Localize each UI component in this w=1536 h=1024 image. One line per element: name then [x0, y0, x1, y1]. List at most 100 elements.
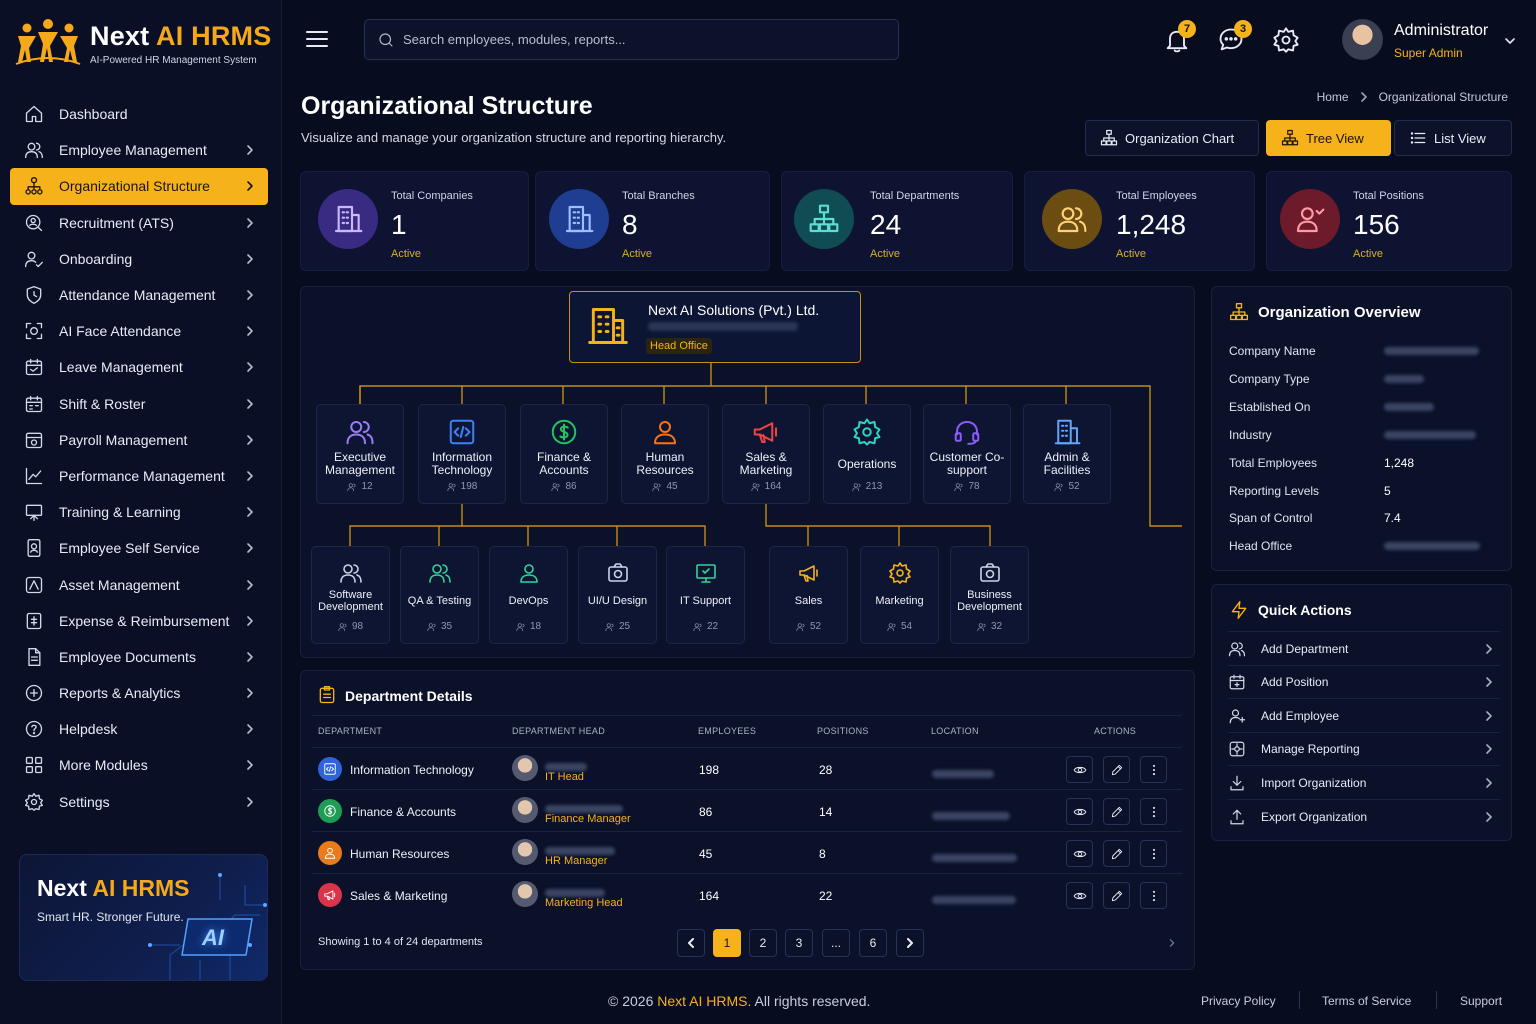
support-link[interactable]: Support	[1460, 994, 1503, 1008]
sidebar-item-performance-management[interactable]: Performance Management	[10, 458, 268, 494]
department-name[interactable]: Sales & Marketing	[350, 889, 448, 903]
sidebar-item-employee-self-service[interactable]: Employee Self Service	[10, 530, 268, 566]
stat-card-companies[interactable]: Total Companies 1 Active	[300, 171, 529, 271]
column-header-location[interactable]: LOCATION	[931, 726, 979, 736]
edit-button[interactable]	[1103, 840, 1130, 867]
table-row[interactable]: Human Resources HR Manager 45 8	[312, 831, 1182, 873]
prev-page-button[interactable]	[677, 929, 705, 957]
sidebar-item-dashboard[interactable]: Dashboard	[10, 96, 268, 132]
sidebar-item-reports-analytics[interactable]: Reports & Analytics	[10, 675, 268, 711]
page-button[interactable]: 1	[713, 929, 741, 957]
more-options-button[interactable]	[1140, 882, 1167, 909]
department-node[interactable]: Operations 213	[823, 404, 911, 504]
view-button[interactable]	[1066, 756, 1093, 783]
page-button[interactable]: 2	[749, 929, 777, 957]
sidebar-item-leave-management[interactable]: Leave Management	[10, 349, 268, 385]
chevron-right-icon[interactable]	[1168, 939, 1176, 947]
table-row[interactable]: Finance & Accounts Finance Manager 86 14	[312, 789, 1182, 831]
tree-view-button[interactable]: Tree View	[1266, 120, 1391, 156]
department-node[interactable]: Human Resources 45	[621, 404, 709, 504]
brand-logo[interactable]: Next AI HRMS AI-Powered HR Management Sy…	[14, 18, 271, 68]
column-header-department[interactable]: DEPARTMENT	[318, 726, 383, 736]
sidebar-item-shift-roster[interactable]: Shift & Roster	[10, 386, 268, 422]
sidebar-item-onboarding[interactable]: Onboarding	[10, 241, 268, 277]
sub-department-node[interactable]: Software Development 98	[311, 546, 390, 644]
page-button[interactable]: 6	[859, 929, 887, 957]
edit-button[interactable]	[1103, 756, 1130, 783]
bell-icon[interactable]	[1163, 26, 1191, 54]
sub-department-node[interactable]: UI/U Design 25	[578, 546, 657, 644]
quick-action-export-organization[interactable]: Export Organization	[1228, 799, 1500, 833]
department-node[interactable]: Sales & Marketing 164	[722, 404, 810, 504]
column-header-employees[interactable]: EMPLOYEES	[698, 726, 757, 736]
quick-action-add-department[interactable]: Add Department	[1228, 631, 1500, 665]
sidebar-item-recruitment[interactable]: Recruitment (ATS)	[10, 205, 268, 241]
terms-of-service-link[interactable]: Terms of Service	[1322, 994, 1412, 1008]
search-bar[interactable]	[364, 19, 899, 60]
stat-card-employees[interactable]: Total Employees 1,248 Active	[1024, 171, 1255, 271]
quick-action-add-employee[interactable]: Add Employee	[1228, 698, 1500, 732]
sidebar-item-training-learning[interactable]: Training & Learning	[10, 494, 268, 530]
table-row[interactable]: Information Technology IT Head 198 28	[312, 747, 1182, 789]
sub-department-node[interactable]: QA & Testing 35	[400, 546, 479, 644]
department-name[interactable]: Finance & Accounts	[350, 805, 457, 819]
view-button[interactable]	[1066, 840, 1093, 867]
sidebar-item-ai-face-attendance[interactable]: AI Face Attendance	[10, 313, 268, 349]
overview-label: Industry	[1229, 427, 1272, 442]
view-button[interactable]	[1066, 882, 1093, 909]
chevron-down-icon[interactable]	[1503, 34, 1517, 48]
sidebar-item-settings[interactable]: Settings	[10, 784, 268, 820]
more-options-button[interactable]	[1140, 840, 1167, 867]
stat-card-branches[interactable]: Total Branches 8 Active	[535, 171, 770, 271]
more-options-button[interactable]	[1140, 756, 1167, 783]
more-options-button[interactable]	[1140, 798, 1167, 825]
sidebar-item-asset-management[interactable]: Asset Management	[10, 566, 268, 602]
edit-button[interactable]	[1103, 798, 1130, 825]
quick-action-label: Export Organization	[1261, 809, 1368, 824]
department-node[interactable]: Customer Co-support 78	[923, 404, 1011, 504]
sidebar-item-employee-management[interactable]: Employee Management	[10, 132, 268, 168]
page-button[interactable]: 3	[785, 929, 813, 957]
sidebar-item-employee-documents[interactable]: Employee Documents	[10, 639, 268, 675]
table-row[interactable]: Sales & Marketing Marketing Head 164 22	[312, 873, 1182, 915]
settings-icon[interactable]	[1272, 26, 1300, 54]
column-header-positions[interactable]: POSITIONS	[817, 726, 869, 736]
sidebar-item-payroll-management[interactable]: Payroll Management	[10, 422, 268, 458]
stat-card-positions[interactable]: Total Positions 156 Active	[1266, 171, 1512, 271]
quick-action-import-organization[interactable]: Import Organization	[1228, 765, 1500, 799]
quick-action-add-position[interactable]: Add Position	[1228, 664, 1500, 699]
sidebar-item-expense-reimbursement[interactable]: Expense & Reimbursement	[10, 603, 268, 639]
organization-chart-view-button[interactable]: Organization Chart	[1085, 120, 1259, 156]
sidebar-item-helpdesk[interactable]: Helpdesk	[10, 711, 268, 747]
view-button[interactable]	[1066, 798, 1093, 825]
org-root-node[interactable]: Next AI Solutions (Pvt.) Ltd. Head Offic…	[569, 291, 861, 363]
menu-icon[interactable]	[306, 30, 328, 48]
sidebar-item-attendance-management[interactable]: Attendance Management	[10, 277, 268, 313]
department-node[interactable]: Executive Management 12	[316, 404, 404, 504]
avatar[interactable]	[1342, 19, 1383, 60]
department-count-value: 198	[460, 481, 478, 492]
search-input[interactable]	[403, 32, 873, 47]
department-node[interactable]: Information Technology 198	[418, 404, 506, 504]
department-name[interactable]: Human Resources	[350, 847, 450, 861]
sub-department-node[interactable]: Business Development 32	[950, 546, 1029, 644]
sub-department-node[interactable]: Marketing 54	[860, 546, 939, 644]
breadcrumb-home[interactable]: Home	[1316, 90, 1349, 104]
column-header-head[interactable]: DEPARTMENT HEAD	[512, 726, 606, 736]
department-node[interactable]: Finance & Accounts 86	[520, 404, 608, 504]
sub-department-node[interactable]: DevOps 18	[489, 546, 568, 644]
department-node[interactable]: Admin & Facilities 52	[1023, 404, 1111, 504]
department-name[interactable]: Information Technology	[350, 763, 474, 777]
quick-action-manage-reporting[interactable]: Manage Reporting	[1228, 731, 1500, 766]
chat-icon[interactable]	[1217, 26, 1245, 54]
sidebar-item-organizational-structure[interactable]: Organizational Structure	[10, 168, 268, 205]
user-name[interactable]: Administrator	[1394, 22, 1489, 39]
edit-button[interactable]	[1103, 882, 1130, 909]
next-page-button[interactable]	[896, 929, 924, 957]
list-view-button[interactable]: List View	[1394, 120, 1512, 156]
privacy-policy-link[interactable]: Privacy Policy	[1201, 994, 1276, 1008]
sub-department-node[interactable]: IT Support 22	[666, 546, 745, 644]
sidebar-item-more-modules[interactable]: More Modules	[10, 747, 268, 783]
stat-card-departments[interactable]: Total Departments 24 Active	[781, 171, 1013, 271]
sub-department-node[interactable]: Sales 52	[769, 546, 848, 644]
